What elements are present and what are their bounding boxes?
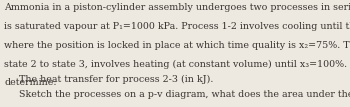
Text: where the position is locked in place at which time quality is x₂=75%. The secon: where the position is locked in place at… (4, 41, 350, 50)
Text: determine:: determine: (4, 78, 57, 87)
Text: Ammonia in a piston-cylinder assembly undergoes two processes in series. Initial: Ammonia in a piston-cylinder assembly un… (4, 3, 350, 12)
Text: The heat transfer for process 2-3 (in kJ).: The heat transfer for process 2-3 (in kJ… (19, 75, 213, 84)
Text: Sketch the processes on a p-v diagram, what does the area under the curve repres: Sketch the processes on a p-v diagram, w… (19, 90, 350, 99)
Text: state 2 to state 3, involves heating (at constant volume) until x₃=100%. If the : state 2 to state 3, involves heating (at… (4, 59, 350, 68)
Text: is saturated vapour at P₁=1000 kPa. Process 1-2 involves cooling until the pisto: is saturated vapour at P₁=1000 kPa. Proc… (4, 22, 350, 31)
